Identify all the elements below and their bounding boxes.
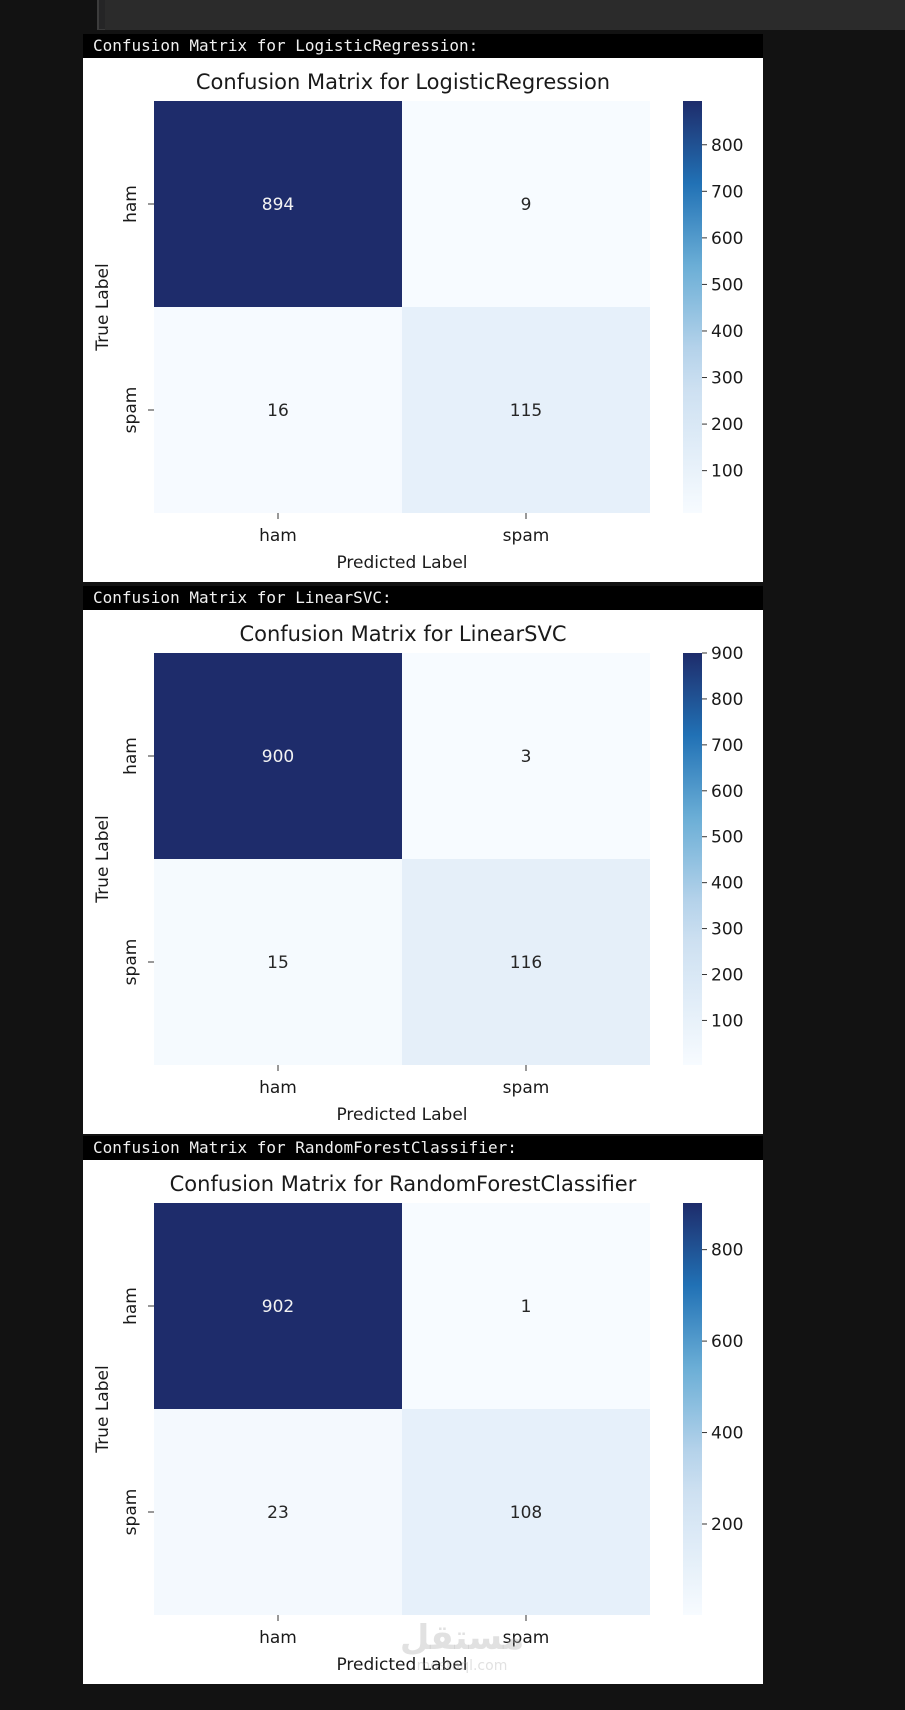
chart-title: Confusion Matrix for LinearSVC — [239, 622, 566, 646]
colorbar-tick-label: 800 — [711, 1241, 743, 1261]
colorbar-tick-label: 300 — [711, 920, 743, 940]
heatmap-cell — [402, 1203, 650, 1409]
previous-cell-body — [105, 0, 905, 30]
colorbar — [683, 101, 702, 513]
heatmap-cell — [402, 859, 650, 1065]
chart-2: Confusion Matrix for LinearSVC 900 3 15 116 h… — [83, 610, 763, 1134]
cell-value-label: 15 — [267, 953, 289, 973]
cell-value-label: 894 — [262, 195, 294, 215]
output-label-1: Confusion Matrix for LogisticRegression: — [83, 34, 763, 58]
heatmap-cell — [154, 1203, 402, 1409]
colorbar-tick-label: 200 — [711, 966, 743, 986]
x-axis-label: Predicted Label — [336, 1105, 467, 1125]
y-axis-label: True Label — [93, 1365, 113, 1453]
colorbar-tick-label: 200 — [711, 1515, 743, 1535]
cell-value-label: 3 — [521, 747, 532, 767]
chart-1: Confusion Matrix for LogisticRegression 8… — [83, 58, 763, 582]
heatmap-cell — [402, 307, 650, 513]
y-tick-label: ham — [121, 185, 141, 223]
chart-title: Confusion Matrix for RandomForestClassif… — [170, 1172, 637, 1196]
x-tick-label: ham — [259, 526, 297, 546]
heatmap-cell — [154, 859, 402, 1065]
heatmap-cell — [154, 101, 402, 307]
x-tick-label: spam — [503, 526, 550, 546]
colorbar-tick-label: 600 — [711, 782, 743, 802]
colorbar-tick-label: 100 — [711, 462, 743, 482]
cell-value-label: 108 — [510, 1503, 542, 1523]
colorbar-tick-label: 300 — [711, 369, 743, 389]
heatmap-logisticregression: Confusion Matrix for LogisticRegression 8… — [93, 70, 743, 573]
cell-value-label: 116 — [510, 953, 542, 973]
x-tick-label: spam — [503, 1628, 550, 1648]
cell-value-label: 9 — [521, 195, 532, 215]
y-tick-label: spam — [121, 1489, 141, 1536]
colorbar — [683, 653, 702, 1065]
output-label-3: Confusion Matrix for RandomForestClassif… — [83, 1136, 763, 1160]
colorbar-tick-label: 900 — [711, 644, 743, 664]
cell-value-label: 900 — [262, 747, 294, 767]
cell-value-label: 16 — [267, 401, 289, 421]
cell-value-label: 23 — [267, 1503, 289, 1523]
colorbar-tick-label: 500 — [711, 275, 743, 295]
cell-value-label: 902 — [262, 1297, 294, 1317]
output-label-2: Confusion Matrix for LinearSVC: — [83, 586, 763, 610]
heatmap-cell — [402, 1409, 650, 1615]
colorbar-tick-label: 700 — [711, 182, 743, 202]
colorbar-tick-label: 800 — [711, 690, 743, 710]
colorbar-tick-label: 400 — [711, 874, 743, 894]
heatmap-cell — [402, 653, 650, 859]
y-tick-label: spam — [121, 387, 141, 434]
x-tick-label: ham — [259, 1628, 297, 1648]
colorbar-tick-label: 600 — [711, 1332, 743, 1352]
y-tick-label: ham — [121, 737, 141, 775]
colorbar-tick-label: 100 — [711, 1011, 743, 1031]
heatmap-linearsvc: Confusion Matrix for LinearSVC 900 3 15 116 h… — [93, 622, 743, 1125]
y-tick-label: ham — [121, 1287, 141, 1325]
colorbar-tick-label: 400 — [711, 322, 743, 342]
cell-value-label: 115 — [510, 401, 542, 421]
x-axis-label: Predicted Label — [336, 553, 467, 573]
colorbar-tick-label: 700 — [711, 736, 743, 756]
chart-3: Confusion Matrix for RandomForestClassif… — [83, 1160, 763, 1684]
heatmap-cell — [154, 1409, 402, 1615]
heatmap-cell — [154, 307, 402, 513]
colorbar-tick-label: 200 — [711, 415, 743, 435]
colorbar — [683, 1203, 702, 1615]
heatmap-cell — [154, 653, 402, 859]
chart-title: Confusion Matrix for LogisticRegression — [196, 70, 610, 94]
x-tick-label: spam — [503, 1078, 550, 1098]
cell-value-label: 1 — [521, 1297, 532, 1317]
y-tick-label: spam — [121, 939, 141, 986]
y-axis-label: True Label — [93, 815, 113, 903]
colorbar-tick-label: 800 — [711, 136, 743, 156]
colorbar-tick-label: 600 — [711, 229, 743, 249]
heatmap-cell — [402, 101, 650, 307]
colorbar-tick-label: 500 — [711, 828, 743, 848]
x-tick-label: ham — [259, 1078, 297, 1098]
heatmap-randomforestclassifier: Confusion Matrix for RandomForestClassif… — [93, 1172, 743, 1675]
x-axis-label: Predicted Label — [336, 1655, 467, 1675]
colorbar-tick-label: 400 — [711, 1424, 743, 1444]
y-axis-label: True Label — [93, 263, 113, 351]
